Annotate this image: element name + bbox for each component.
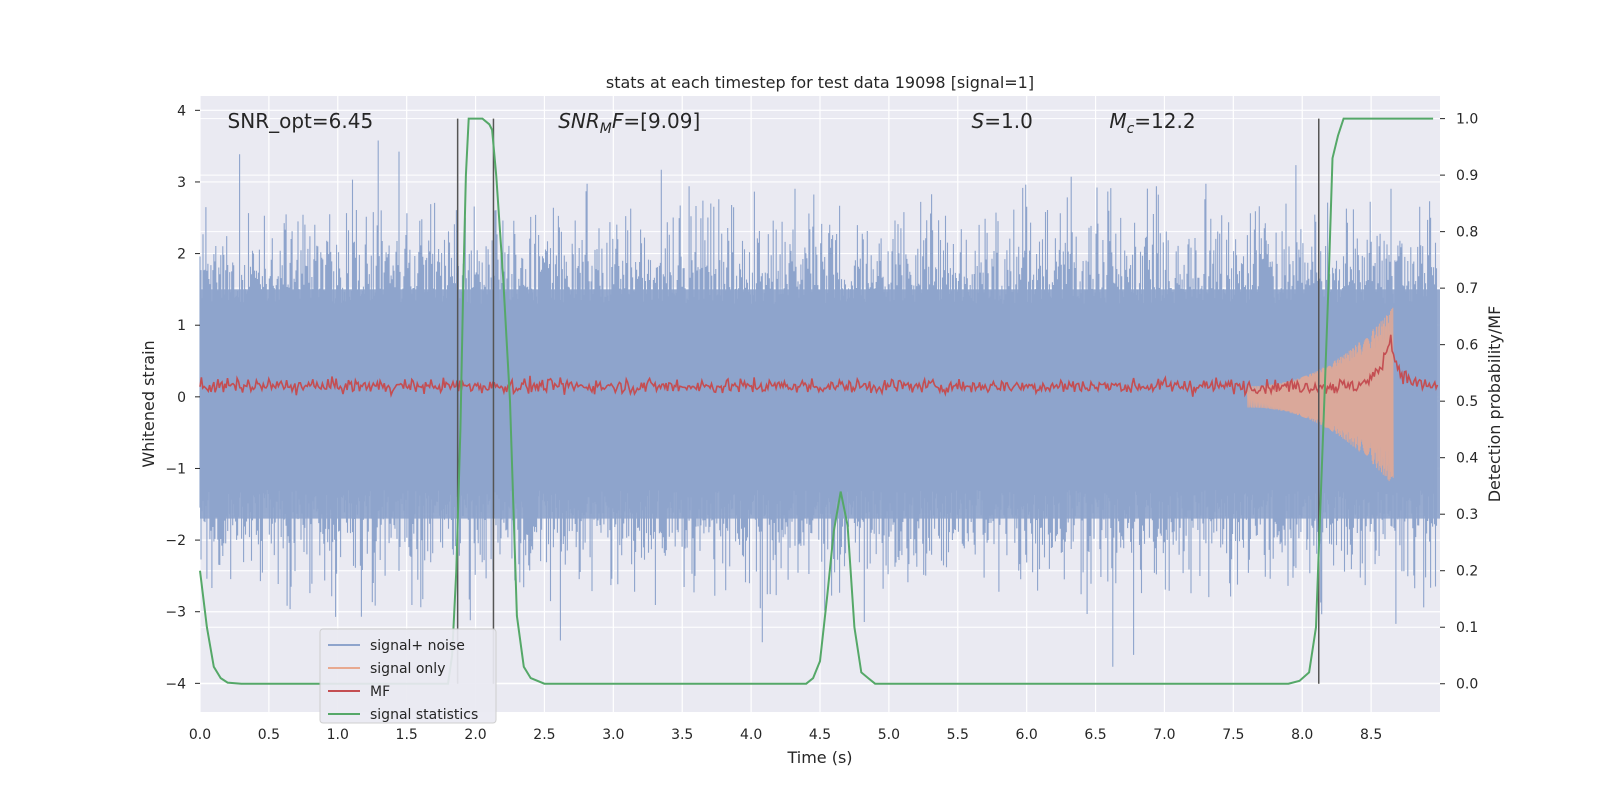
- y2-tick-label: 0.4: [1456, 451, 1478, 467]
- y2-tick-label: 0.6: [1456, 338, 1478, 354]
- legend-entry: MF: [370, 684, 390, 700]
- x-axis-label: Time (s): [786, 748, 852, 767]
- x-tick-label: 7.5: [1222, 727, 1244, 743]
- y-tick-label: 4: [177, 103, 186, 119]
- y-tick-label: 0: [177, 390, 186, 406]
- y2-tick-label: 0.2: [1456, 564, 1478, 580]
- y2-tick-label: 1.0: [1456, 112, 1478, 128]
- y2-tick-label: 0.0: [1456, 677, 1478, 693]
- signal-only-series: [1246, 307, 1394, 482]
- x-tick-label: 1.0: [327, 727, 349, 743]
- y-axis-label: Whitened strain: [139, 340, 158, 467]
- y2-axis-ticks: 1.0 0.9 0.8 0.7 0.6 0.5 0.4 0.3 0.2 0.1 0.0: [1440, 112, 1478, 693]
- x-tick-label: 5.5: [947, 727, 969, 743]
- y2-tick-label: 0.3: [1456, 507, 1478, 523]
- y2-tick-label: 0.5: [1456, 394, 1478, 410]
- annotation-s: S=1.0: [972, 109, 1033, 133]
- x-tick-label: 8.5: [1360, 727, 1382, 743]
- legend: signal+ noise signal only MF signal statist…: [319, 628, 497, 724]
- vertical-markers: [456, 118, 1320, 684]
- y-tick-label: 3: [177, 175, 186, 191]
- annotation-snr-mf: SNRMF=[9.09]: [558, 109, 700, 137]
- chart-title: stats at each timestep for test data 190…: [606, 73, 1034, 92]
- x-tick-label: 0.5: [258, 727, 280, 743]
- y2-tick-label: 0.7: [1456, 281, 1478, 297]
- y-tick-label: −2: [165, 533, 186, 549]
- annotation-snr-opt: SNR_opt=6.45: [228, 109, 374, 133]
- legend-entry: signal+ noise: [370, 638, 465, 654]
- x-tick-label: 1.5: [396, 727, 418, 743]
- x-tick-label: 0.0: [189, 727, 211, 743]
- x-tick-label: 7.0: [1153, 727, 1175, 743]
- x-tick-label: 8.0: [1291, 727, 1313, 743]
- y-tick-label: 1: [177, 318, 186, 334]
- y-tick-label: −3: [165, 605, 186, 621]
- y2-axis-label: Detection probability/MF: [1485, 306, 1504, 503]
- annotation-mc: Mc=12.2: [1109, 109, 1195, 137]
- x-tick-label: 3.0: [602, 727, 624, 743]
- x-axis-ticks: 0.0 0.5 1.0 1.5 2.0 2.5 3.0 3.5 4.0 4.5 5.0 5.5 6.0 6…: [189, 727, 1382, 743]
- x-tick-label: 3.5: [671, 727, 693, 743]
- x-tick-label: 4.0: [740, 727, 762, 743]
- x-tick-label: 2.0: [464, 727, 486, 743]
- mf-line: [199, 334, 1439, 398]
- legend-box: [319, 628, 497, 724]
- x-tick-label: 2.5: [533, 727, 555, 743]
- signal-noise-series: [199, 140, 1440, 667]
- y2-tick-label: 0.8: [1456, 225, 1478, 241]
- y-tick-label: −1: [165, 461, 186, 477]
- chirp-line: [1246, 307, 1394, 482]
- x-tick-label: 6.5: [1084, 727, 1106, 743]
- y2-tick-label: 0.9: [1456, 168, 1478, 184]
- annotations: SNR_opt=6.45 SNRMF=[9.09] S=1.0 Mc=12.2: [228, 109, 1196, 137]
- y-axis-ticks: 4 3 2 1 0 −1 −2 −3 −4: [165, 103, 200, 692]
- y-tick-label: 2: [177, 247, 186, 263]
- x-tick-label: 6.0: [1016, 727, 1038, 743]
- legend-entry: signal statistics: [370, 707, 478, 723]
- mf-series: [199, 334, 1439, 398]
- legend-entry: signal only: [370, 661, 445, 677]
- x-tick-label: 5.0: [878, 727, 900, 743]
- y-tick-label: −4: [165, 676, 186, 692]
- y2-tick-label: 0.1: [1456, 620, 1478, 636]
- x-tick-label: 4.5: [809, 727, 831, 743]
